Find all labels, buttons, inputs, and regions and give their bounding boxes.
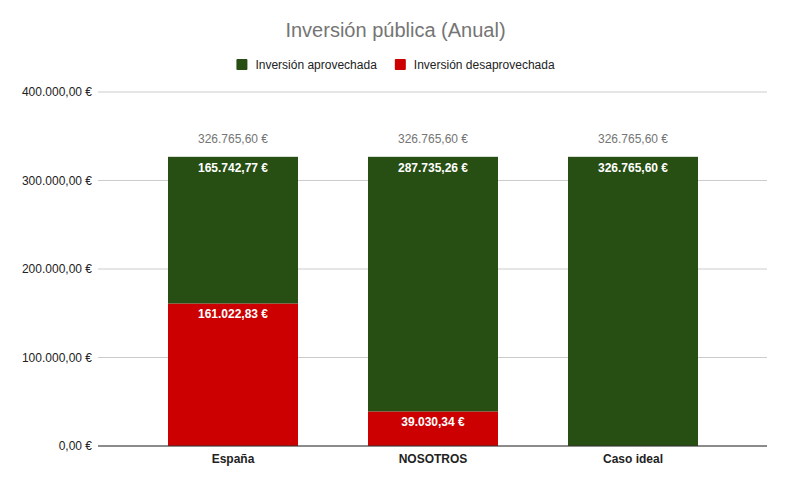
bar-segment xyxy=(168,157,298,304)
legend: Inversión aprovechada Inversión desaprove… xyxy=(236,58,555,72)
data-label: 165.742,77 € xyxy=(198,161,268,175)
y-tick-label: 400.000,00 € xyxy=(22,85,92,99)
legend-item: Inversión aprovechada xyxy=(236,58,377,72)
y-tick-label: 0,00 € xyxy=(59,439,93,453)
bar-segment xyxy=(568,157,698,446)
total-label: 326.765,60 € xyxy=(198,132,268,146)
bars xyxy=(168,157,698,446)
data-label: 287.735,26 € xyxy=(398,161,468,175)
x-axis-line xyxy=(98,446,767,447)
title: Inversión pública (Anual) xyxy=(285,19,505,41)
data-label: 326.765,60 € xyxy=(598,161,668,175)
legend-label: Inversión desaprovechada xyxy=(414,58,555,72)
legend-swatch xyxy=(395,59,406,70)
x-tick-label: Caso ideal xyxy=(603,452,663,466)
bar-segment xyxy=(368,411,498,446)
total-label: 326.765,60 € xyxy=(598,132,668,146)
data-label: 161.022,83 € xyxy=(198,307,268,321)
legend-item: Inversión desaprovechada xyxy=(395,58,555,72)
y-tick-label: 200.000,00 € xyxy=(22,262,92,276)
total-label: 326.765,60 € xyxy=(398,132,468,146)
y-tick-label: 100.000,00 € xyxy=(22,351,92,365)
bar-segment xyxy=(368,157,498,412)
x-tick-label: NOSOTROS xyxy=(399,452,468,466)
chart: Inversión pública (Anual) Inversión aprov… xyxy=(0,0,791,486)
grid xyxy=(98,92,767,446)
grid-line xyxy=(98,446,767,447)
grid-line xyxy=(98,92,767,93)
data-label: 39.030,34 € xyxy=(401,415,465,429)
legend-label: Inversión aprovechada xyxy=(255,58,377,72)
x-tick-label: España xyxy=(212,452,255,466)
legend-swatch xyxy=(236,59,247,70)
y-tick-label: 300.000,00 € xyxy=(22,174,92,188)
bar-segment xyxy=(168,303,298,446)
